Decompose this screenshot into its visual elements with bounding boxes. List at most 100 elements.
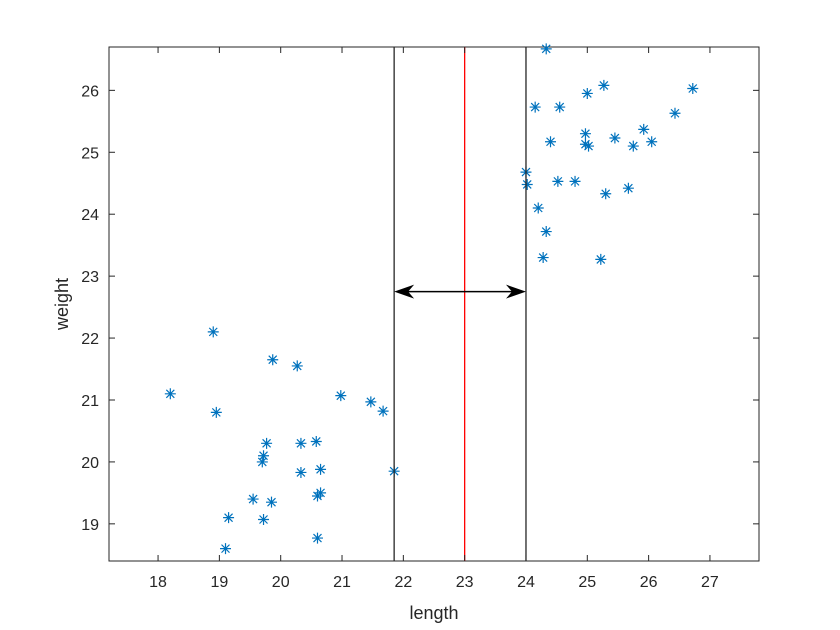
x-tick-label: 19 xyxy=(210,574,228,591)
asterisk-marker xyxy=(377,405,389,417)
data-point xyxy=(554,101,566,113)
data-point xyxy=(521,178,533,190)
asterisk-marker xyxy=(258,514,270,526)
data-point xyxy=(247,493,259,505)
asterisk-marker xyxy=(210,406,222,418)
data-point xyxy=(210,406,222,418)
arrow-head-right xyxy=(505,284,526,299)
y-tick-label: 22 xyxy=(81,331,99,348)
data-marks xyxy=(164,43,699,555)
y-tick-label: 25 xyxy=(81,145,99,162)
data-point xyxy=(220,543,232,555)
asterisk-marker xyxy=(310,435,322,447)
asterisk-marker xyxy=(295,466,307,478)
y-tick-label: 24 xyxy=(81,207,99,224)
asterisk-marker xyxy=(545,136,557,148)
asterisk-marker xyxy=(315,487,327,499)
y-tick-label: 26 xyxy=(81,83,99,100)
y-tick-label: 20 xyxy=(81,455,99,472)
annotations xyxy=(393,47,527,561)
data-point xyxy=(600,188,612,200)
asterisk-marker xyxy=(646,136,658,148)
asterisk-marker xyxy=(600,188,612,200)
asterisk-marker xyxy=(540,226,552,238)
asterisk-marker xyxy=(638,123,650,135)
data-point xyxy=(529,101,541,113)
asterisk-marker xyxy=(335,390,347,402)
data-point xyxy=(311,532,323,544)
data-point xyxy=(545,136,557,148)
asterisk-marker xyxy=(295,437,307,449)
x-tick-label: 22 xyxy=(394,574,412,591)
plot-area xyxy=(108,46,760,562)
data-point xyxy=(598,79,610,91)
asterisk-marker xyxy=(521,178,533,190)
data-point xyxy=(540,226,552,238)
data-point xyxy=(266,496,277,508)
asterisk-marker xyxy=(579,128,591,140)
asterisk-marker xyxy=(247,493,259,505)
asterisk-marker xyxy=(669,107,681,119)
data-point xyxy=(223,512,235,524)
asterisk-marker xyxy=(687,82,699,94)
data-point xyxy=(295,466,307,478)
x-tick-label: 25 xyxy=(578,574,596,591)
data-point xyxy=(315,487,327,499)
data-point xyxy=(638,123,650,135)
x-tick-label: 21 xyxy=(333,574,351,591)
asterisk-marker xyxy=(311,532,323,544)
asterisk-marker xyxy=(258,450,270,462)
asterisk-marker xyxy=(540,43,552,55)
asterisk-marker xyxy=(164,388,176,400)
x-tick-label: 23 xyxy=(456,574,474,591)
data-point xyxy=(687,82,699,94)
asterisk-marker xyxy=(598,79,610,91)
data-point xyxy=(335,390,347,402)
data-point xyxy=(258,450,270,462)
asterisk-marker xyxy=(552,175,564,187)
data-point xyxy=(164,388,176,400)
x-axis-label: length xyxy=(409,603,458,623)
data-point xyxy=(261,437,273,449)
asterisk-marker xyxy=(256,456,268,468)
data-point xyxy=(365,396,377,408)
axes-box xyxy=(108,46,760,562)
asterisk-marker xyxy=(223,512,235,524)
y-tick-label: 21 xyxy=(81,393,99,410)
asterisk-marker xyxy=(581,87,593,99)
data-point xyxy=(540,43,552,55)
asterisk-marker xyxy=(579,138,591,150)
asterisk-marker xyxy=(220,543,232,555)
x-tick-label: 20 xyxy=(272,574,290,591)
asterisk-marker xyxy=(532,202,544,214)
asterisk-marker xyxy=(267,354,279,366)
data-point xyxy=(646,136,658,148)
x-tick-label: 26 xyxy=(640,574,658,591)
data-point xyxy=(581,87,593,99)
data-point xyxy=(377,405,389,417)
data-point xyxy=(258,514,270,526)
data-point xyxy=(552,175,564,187)
data-point xyxy=(295,437,307,449)
data-point xyxy=(627,140,639,152)
x-tick-label: 27 xyxy=(701,574,719,591)
data-point xyxy=(583,140,595,152)
asterisk-marker xyxy=(569,175,581,187)
data-point xyxy=(579,128,591,140)
data-point xyxy=(669,107,681,119)
asterisk-marker xyxy=(627,140,639,152)
asterisk-marker xyxy=(554,101,566,113)
asterisk-marker xyxy=(261,437,273,449)
data-point xyxy=(532,202,544,214)
asterisk-marker xyxy=(622,182,634,194)
data-point xyxy=(291,360,303,372)
data-point xyxy=(315,463,327,475)
y-axis-label: weight xyxy=(52,278,72,331)
y-tick-label: 23 xyxy=(81,269,99,286)
asterisk-marker xyxy=(529,101,541,113)
data-point xyxy=(595,253,607,265)
data-point xyxy=(256,456,268,468)
data-point xyxy=(267,354,279,366)
axis-ticks: 18 19 20 21 22 23 24 25 26 27 19 20 21 22 23 24 25 26 xyxy=(81,47,759,591)
